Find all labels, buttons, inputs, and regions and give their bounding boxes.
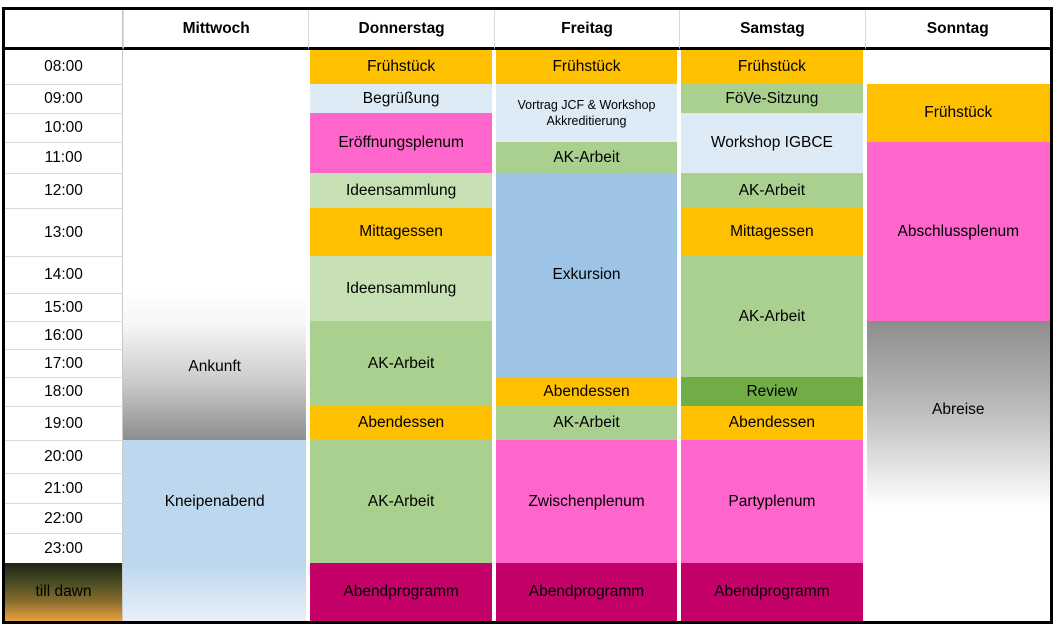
event-fruhstuck: Frühstück xyxy=(866,84,1050,142)
time-slot-16-00: 16:00 xyxy=(5,321,123,349)
day-header-samstag: Samstag xyxy=(679,10,865,50)
event-ak-arbeit: AK-Arbeit xyxy=(310,440,492,563)
event-abendessen: Abendessen xyxy=(681,406,863,440)
time-slot-19-00: 19:00 xyxy=(5,406,123,440)
event-vortrag-jcf-workshop-akkreditierung: Vortrag JCF & Workshop Akkreditierung xyxy=(495,84,678,142)
time-slot-11-00: 11:00 xyxy=(5,142,123,173)
event-ak-arbeit: AK-Arbeit xyxy=(310,321,492,406)
time-slot-20-00: 20:00 xyxy=(5,440,123,473)
time-slot-09-00: 09:00 xyxy=(5,84,123,113)
time-slot-17-00: 17:00 xyxy=(5,349,123,377)
event-fruhstuck: Frühstück xyxy=(681,50,863,84)
day-header-freitag: Freitag xyxy=(493,10,680,50)
time-slot-18-00: 18:00 xyxy=(5,377,123,406)
time-slot-21-00: 21:00 xyxy=(5,473,123,503)
time-slot-13-00: 13:00 xyxy=(5,208,123,256)
event-ideensammlung: Ideensammlung xyxy=(310,173,492,208)
time-slot-22-00: 22:00 xyxy=(5,503,123,533)
event-abendessen: Abendessen xyxy=(310,406,492,440)
event-abschlussplenum: Abschlussplenum xyxy=(866,142,1050,321)
event-ak-arbeit: AK-Arbeit xyxy=(681,173,863,208)
time-slot-12-00: 12:00 xyxy=(5,173,123,208)
day-header-mittwoch: Mittwoch xyxy=(123,10,309,50)
event-begrussung: Begrüßung xyxy=(310,84,492,113)
time-slot-15-00: 15:00 xyxy=(5,293,123,321)
event-fruhstuck: Frühstück xyxy=(495,50,678,84)
time-slot-10-00: 10:00 xyxy=(5,113,123,142)
event-abendprogramm: Abendprogramm xyxy=(495,563,678,621)
event-cell xyxy=(123,563,307,621)
event-abreise: Abreise xyxy=(866,321,1050,621)
event-review: Review xyxy=(681,377,863,406)
event-abendprogramm: Abendprogramm xyxy=(310,563,492,621)
time-slot-14-00: 14:00 xyxy=(5,256,123,293)
time-slot-08-00: 08:00 xyxy=(5,50,123,84)
event-ak-arbeit: AK-Arbeit xyxy=(681,256,863,377)
event-fruhstuck: Frühstück xyxy=(310,50,492,84)
event-mittagessen: Mittagessen xyxy=(681,208,863,256)
time-column-header xyxy=(5,10,123,50)
time-slot-23-00: 23:00 xyxy=(5,533,123,563)
event-zwischenplenum: Zwischenplenum xyxy=(495,440,678,563)
event-fove-sitzung: FöVe-Sitzung xyxy=(681,84,863,113)
event-abendprogramm: Abendprogramm xyxy=(681,563,863,621)
day-header-sonntag: Sonntag xyxy=(864,10,1050,50)
event-ideensammlung: Ideensammlung xyxy=(310,256,492,321)
event-exkursion: Exkursion xyxy=(495,173,678,377)
event-workshop-igbce: Workshop IGBCE xyxy=(681,113,863,173)
event-ak-arbeit: AK-Arbeit xyxy=(495,406,678,440)
event-eroffnungsplenum: Eröffnungsplenum xyxy=(310,113,492,173)
event-abendessen: Abendessen xyxy=(495,377,678,406)
event-ankunft: Ankunft xyxy=(123,293,307,440)
event-kneipenabend: Kneipenabend xyxy=(123,440,307,563)
event-ak-arbeit: AK-Arbeit xyxy=(495,142,678,173)
day-header-donnerstag: Donnerstag xyxy=(308,10,494,50)
event-partyplenum: Partyplenum xyxy=(681,440,863,563)
event-mittagessen: Mittagessen xyxy=(310,208,492,256)
schedule-table: Mittwoch Donnerstag Freitag Samstag Sonntag 0… xyxy=(2,7,1053,624)
time-slot-till-dawn: till dawn xyxy=(5,563,123,621)
